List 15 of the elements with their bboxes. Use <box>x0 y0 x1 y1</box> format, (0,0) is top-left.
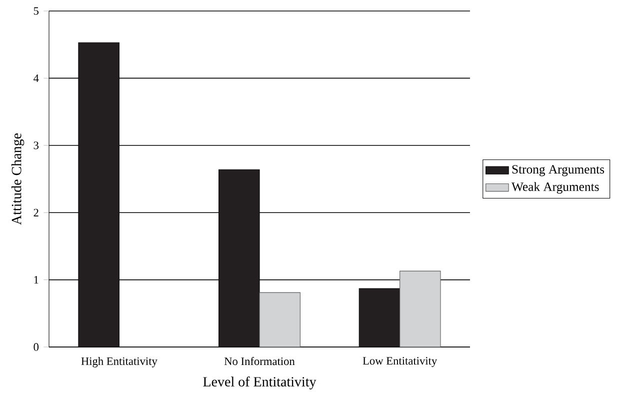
legend-label: Strong Arguments <box>512 165 604 176</box>
y-tick-label: 1 <box>34 276 38 284</box>
y-tick-label: 0 <box>34 343 39 351</box>
y-axis-title: Attitude Change <box>11 133 24 225</box>
bar <box>400 270 441 347</box>
bar <box>259 292 300 347</box>
y-tick-label: 2 <box>34 208 38 216</box>
x-tick-label: No Information <box>224 357 295 366</box>
x-axis-title: Level of Entitativity <box>203 376 316 390</box>
x-tick-label: High Entitativity <box>81 357 158 368</box>
y-tick-label: 3 <box>34 142 39 150</box>
y-tick-label: 4 <box>34 74 39 82</box>
x-tick-label: Low Entitativity <box>362 357 438 367</box>
legend-label: Weak Arguments <box>512 182 599 194</box>
y-tick-label: 5 <box>34 7 39 15</box>
